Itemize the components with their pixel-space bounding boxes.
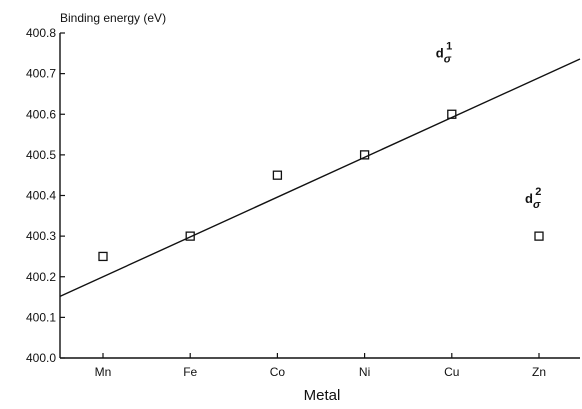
y-tick-label: 400.7 bbox=[26, 67, 56, 81]
y-tick-label: 400.0 bbox=[26, 351, 56, 365]
y-tick-label: 400.8 bbox=[26, 26, 56, 40]
fit-line-group bbox=[59, 58, 581, 298]
x-axis-title: Metal bbox=[304, 387, 341, 404]
data-point-mn bbox=[98, 251, 108, 262]
annotation-d-sigma-1: dσ1 bbox=[436, 40, 452, 65]
x-tick-label: Ni bbox=[359, 365, 370, 379]
data-point-cu bbox=[447, 109, 457, 119]
annotation-d-sigma-2: dσ2 bbox=[525, 186, 541, 211]
y-tick-label: 400.6 bbox=[26, 107, 56, 121]
y-tick-label: 400.2 bbox=[26, 270, 56, 284]
y-axis-ticks: 400.0 400.1 400.2 400.3 400.4 400.5 400.6 400.7… bbox=[26, 26, 65, 365]
x-axis-ticks: Mn Fe Co Ni Cu Zn bbox=[95, 353, 546, 379]
y-tick-label: 400.5 bbox=[26, 148, 56, 162]
y-tick-label: 400.3 bbox=[26, 229, 56, 243]
data-points bbox=[98, 109, 544, 262]
y-axis-title: Binding energy (eV) bbox=[60, 11, 166, 25]
data-point-zn bbox=[534, 231, 544, 241]
annotations: dσ1 dσ2 bbox=[436, 40, 542, 211]
y-tick-label: 400.1 bbox=[26, 310, 56, 324]
data-point-ni bbox=[359, 150, 370, 160]
axes bbox=[59, 33, 580, 359]
x-tick-label: Mn bbox=[95, 365, 112, 379]
x-tick-label: Zn bbox=[532, 365, 546, 379]
y-tick-label: 400.4 bbox=[26, 189, 56, 203]
data-point-co bbox=[272, 170, 283, 180]
x-tick-label: Co bbox=[270, 365, 286, 379]
fit-line bbox=[59, 58, 581, 298]
data-point-fe bbox=[185, 231, 195, 241]
x-tick-label: Cu bbox=[444, 365, 459, 379]
x-tick-label: Fe bbox=[183, 365, 197, 379]
